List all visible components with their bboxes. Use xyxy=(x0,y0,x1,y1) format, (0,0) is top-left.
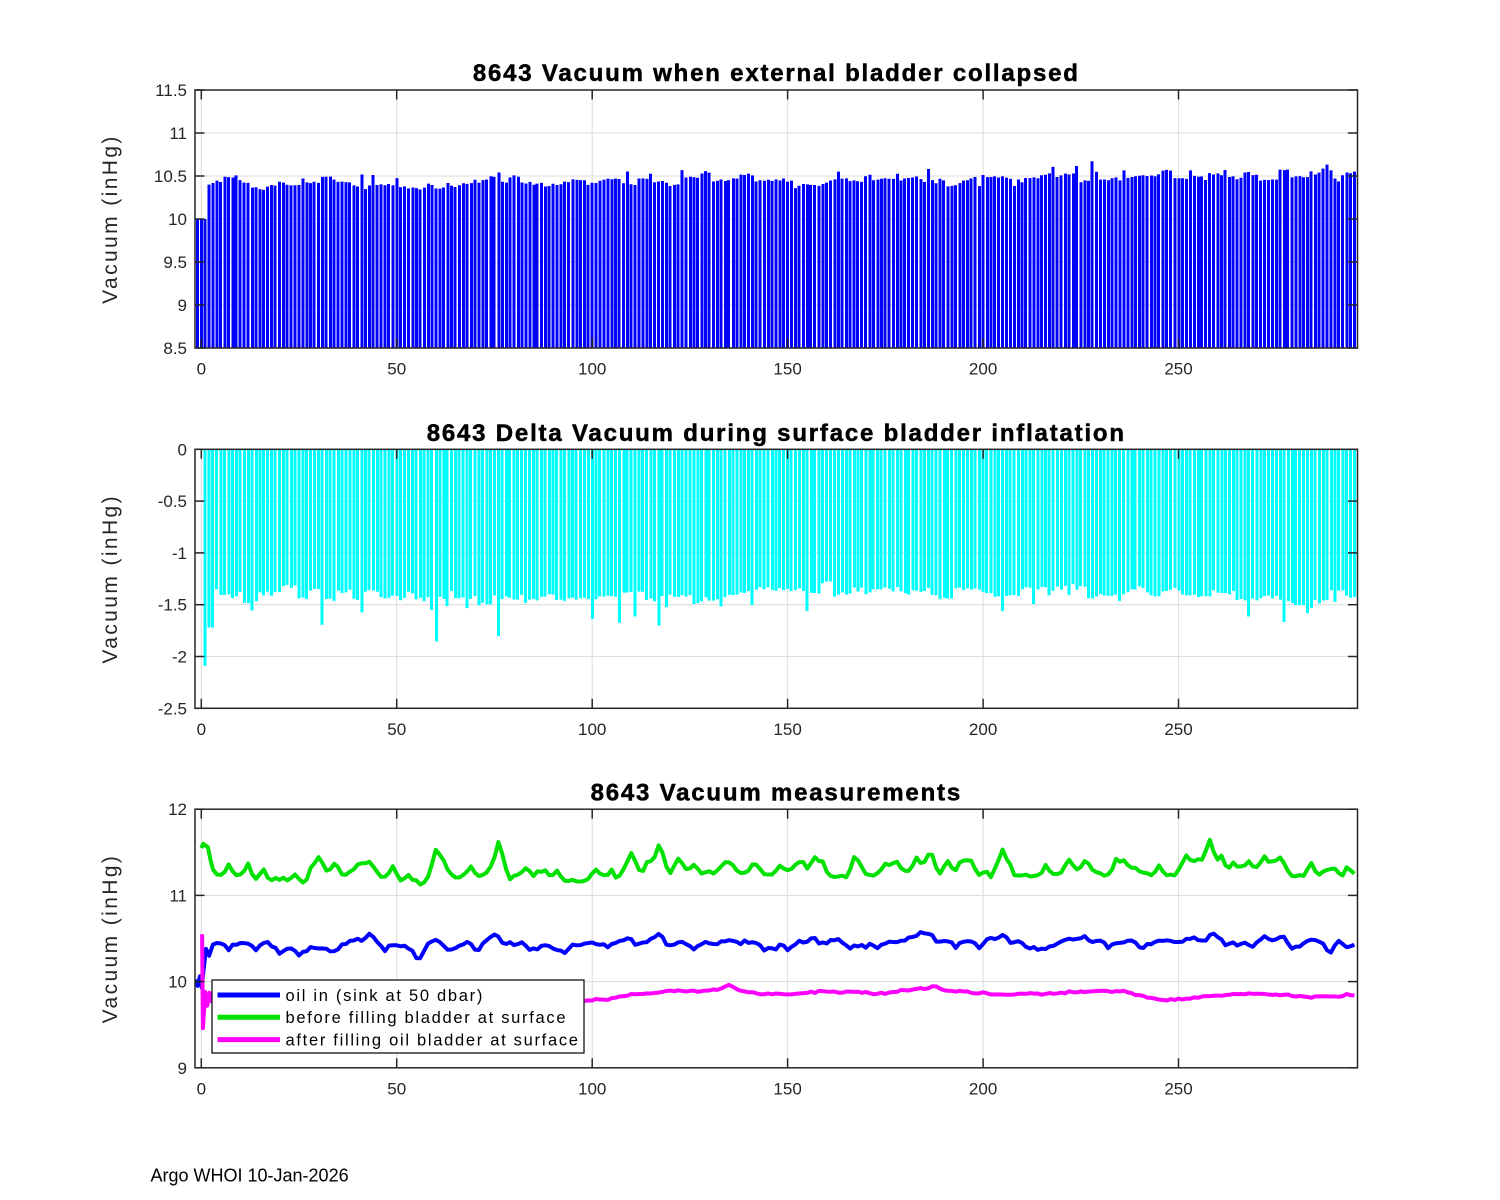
svg-text:10: 10 xyxy=(168,210,187,229)
svg-text:100: 100 xyxy=(578,1080,606,1099)
svg-text:Vacuum (inHg): Vacuum (inHg) xyxy=(99,134,122,304)
svg-text:100: 100 xyxy=(578,720,606,739)
svg-text:after filling oil bladder at s: after filling oil bladder at surface xyxy=(286,1031,580,1049)
svg-text:-2.5: -2.5 xyxy=(158,699,187,718)
svg-text:150: 150 xyxy=(773,360,801,379)
svg-text:oil in (sink at 50 dbar): oil in (sink at 50 dbar) xyxy=(286,987,485,1005)
svg-text:50: 50 xyxy=(387,1080,406,1099)
svg-text:-2: -2 xyxy=(172,648,187,667)
svg-text:100: 100 xyxy=(578,360,606,379)
svg-text:9.5: 9.5 xyxy=(163,253,187,272)
svg-text:50: 50 xyxy=(387,720,406,739)
svg-text:12: 12 xyxy=(168,800,187,819)
svg-text:Vacuum (inHg): Vacuum (inHg) xyxy=(99,494,122,664)
svg-text:200: 200 xyxy=(969,720,997,739)
svg-text:-0.5: -0.5 xyxy=(158,492,187,511)
svg-text:150: 150 xyxy=(773,720,801,739)
svg-text:250: 250 xyxy=(1164,720,1192,739)
svg-text:-1.5: -1.5 xyxy=(158,596,187,615)
svg-text:150: 150 xyxy=(773,1080,801,1099)
svg-text:11: 11 xyxy=(169,124,187,143)
svg-text:0: 0 xyxy=(197,1080,206,1099)
svg-text:8643 Delta Vacuum during surfa: 8643 Delta Vacuum during surface bladder… xyxy=(427,420,1126,447)
svg-text:before filling bladder at surf: before filling bladder at surface xyxy=(286,1009,568,1027)
svg-text:0: 0 xyxy=(178,440,187,459)
svg-text:10: 10 xyxy=(168,973,187,992)
svg-text:11: 11 xyxy=(169,886,187,905)
svg-text:8.5: 8.5 xyxy=(163,339,187,358)
svg-text:0: 0 xyxy=(197,720,206,739)
svg-text:250: 250 xyxy=(1164,360,1192,379)
svg-text:8643 Vacuum measurements: 8643 Vacuum measurements xyxy=(591,780,962,807)
svg-text:9: 9 xyxy=(178,1059,187,1078)
svg-text:8643 Vacuum when external blad: 8643 Vacuum when external bladder collap… xyxy=(473,60,1080,87)
svg-text:0: 0 xyxy=(197,360,206,379)
svg-text:-1: -1 xyxy=(172,544,187,563)
svg-text:11.5: 11.5 xyxy=(155,81,187,100)
svg-text:9: 9 xyxy=(178,296,187,315)
svg-text:200: 200 xyxy=(969,360,997,379)
svg-text:50: 50 xyxy=(387,360,406,379)
svg-text:Vacuum (inHg): Vacuum (inHg) xyxy=(99,854,122,1024)
svg-text:10.5: 10.5 xyxy=(154,167,187,186)
svg-text:200: 200 xyxy=(969,1080,997,1099)
svg-text:250: 250 xyxy=(1164,1080,1192,1099)
svg-text:Argo WHOI 10-Jan-2026: Argo WHOI 10-Jan-2026 xyxy=(151,1166,349,1186)
